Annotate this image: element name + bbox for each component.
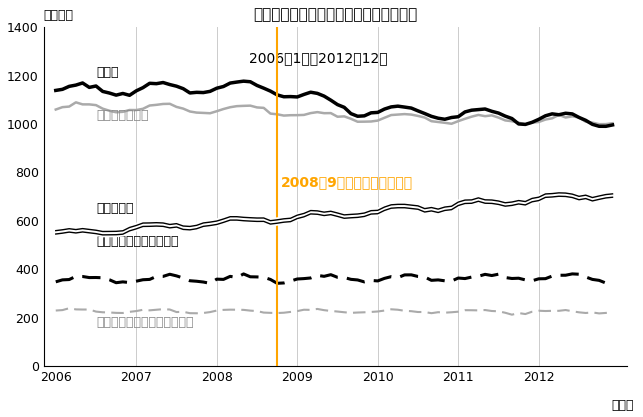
Text: 卸売業，小売業: 卸売業，小売業 xyxy=(96,109,149,122)
Text: 生活関連サービス業，娯楽業: 生活関連サービス業，娯楽業 xyxy=(96,316,194,329)
Text: （万人）: （万人） xyxy=(44,10,74,23)
Text: 医療，福祉: 医療，福祉 xyxy=(96,202,134,215)
Text: （年）: （年） xyxy=(611,399,634,412)
Text: 製造業: 製造業 xyxy=(96,66,118,79)
Text: 宿泊業，飲食サービス業: 宿泊業，飲食サービス業 xyxy=(96,234,179,248)
Text: 2008年9月リーマンショック: 2008年9月リーマンショック xyxy=(281,175,413,189)
Title: 【参考】主な産業別就業者数（原数値）: 【参考】主な産業別就業者数（原数値） xyxy=(253,7,417,22)
Text: 2006年1月～2012年12月: 2006年1月～2012年12月 xyxy=(249,51,387,65)
